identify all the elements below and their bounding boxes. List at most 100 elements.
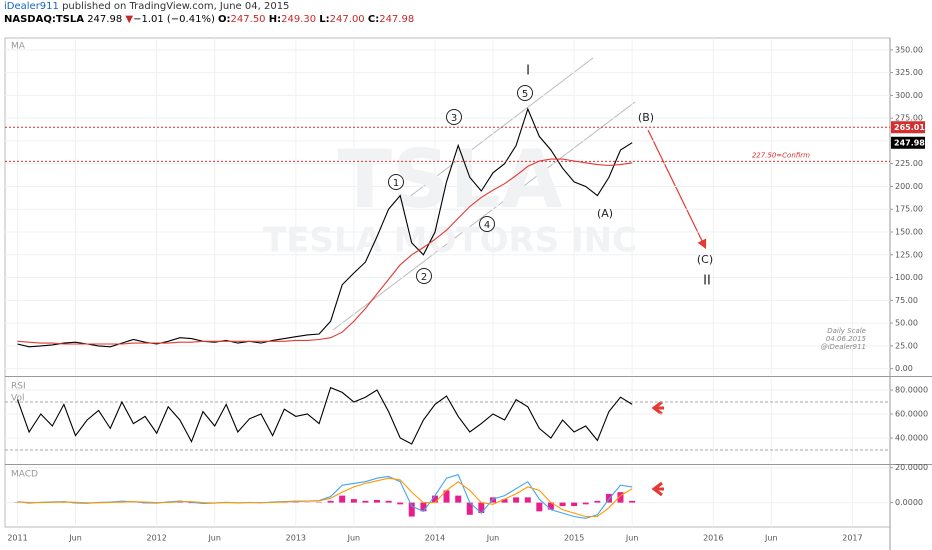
last-price-box xyxy=(891,136,925,149)
x-tick-label: 2014 xyxy=(425,534,445,543)
x-tick-label: 2013 xyxy=(286,534,306,543)
histogram-bar xyxy=(455,495,462,503)
y-tick-label: 225.00 xyxy=(895,159,923,168)
x-tick-label: 2012 xyxy=(146,534,166,543)
price-box xyxy=(891,121,925,134)
close: 247.98 xyxy=(379,14,415,25)
histogram-bar xyxy=(466,502,473,515)
last: 247.98 xyxy=(87,14,123,25)
wave-label: 1 xyxy=(393,178,399,189)
macd-arrow xyxy=(651,481,664,497)
histogram-bar xyxy=(339,495,346,503)
x-tick-label: 2011 xyxy=(7,534,27,543)
y-tick-label: 40.0000 xyxy=(895,434,928,443)
high: 249.30 xyxy=(281,14,317,25)
histogram-bar xyxy=(501,499,508,503)
y-tick-label: 300.00 xyxy=(895,91,923,100)
series-line xyxy=(17,474,633,519)
forecast-arrow xyxy=(647,129,707,250)
price-box-label: 265.01 xyxy=(894,123,925,132)
wave-label: II xyxy=(703,274,711,289)
change-arrow: ▼ xyxy=(125,14,134,25)
series-line xyxy=(17,158,633,345)
y-tick-label: 325.00 xyxy=(895,68,923,77)
histogram-bar xyxy=(362,500,369,503)
y-tick-label: 50.00 xyxy=(895,319,918,328)
histogram-bar xyxy=(629,500,636,503)
panel-label: RSI xyxy=(11,382,26,392)
wave-label: (B) xyxy=(638,111,654,124)
wave-label: 3 xyxy=(451,113,457,124)
histogram-bar xyxy=(547,502,554,510)
x-tick-label: Jun xyxy=(347,534,361,543)
histogram-bar xyxy=(397,502,404,505)
author: iDealer911 xyxy=(4,1,59,12)
y-tick-label: 175.00 xyxy=(895,205,923,214)
wave-circle xyxy=(388,174,404,190)
y-tick-label: 25.00 xyxy=(895,341,918,350)
series-line xyxy=(17,477,633,518)
y-tick-label: 200.00 xyxy=(895,182,923,191)
open: 247.50 xyxy=(230,14,266,25)
y-tick-label: 150.00 xyxy=(895,228,923,237)
y-tick-label: 80.0000 xyxy=(895,386,928,395)
quote-line: NASDAQ:TSLA 247.98 ▼−1.01 (−0.41%) O:247… xyxy=(4,13,414,26)
y-tick-label: 100.00 xyxy=(895,273,923,282)
y-tick-label: 0.00 xyxy=(895,364,913,373)
wave-label: I xyxy=(526,64,530,79)
histogram-bar xyxy=(536,502,543,512)
histogram-bar xyxy=(559,502,566,507)
h-label: H: xyxy=(268,14,282,25)
channel-line xyxy=(399,57,594,205)
level-label: 227.50=Confirm xyxy=(752,151,810,159)
x-tick-label: 2017 xyxy=(842,534,862,543)
histogram-bar xyxy=(327,500,334,503)
histogram-bar xyxy=(408,502,415,517)
histogram-bar xyxy=(524,497,531,503)
y-tick-label: 275.00 xyxy=(895,114,923,123)
rsi-arrow xyxy=(651,400,664,416)
x-tick-label: 2016 xyxy=(703,534,723,543)
histogram-bar xyxy=(513,497,520,503)
panel-label: MACD xyxy=(11,470,38,480)
last-price-label: 247.98 xyxy=(894,138,925,147)
wave-circle xyxy=(416,268,432,284)
histogram-bar xyxy=(443,490,450,503)
wave-label: (C) xyxy=(697,253,713,266)
publish-line: iDealer911 published on TradingView.com,… xyxy=(4,0,414,13)
histogram-bar xyxy=(350,499,357,503)
wave-label: 2 xyxy=(421,272,427,283)
scale-note: @iDealer911 xyxy=(821,343,866,351)
header: iDealer911 published on TradingView.com,… xyxy=(4,0,414,26)
histogram-bar xyxy=(385,500,392,503)
o-label: O: xyxy=(218,14,231,25)
y-tick-label: 75.00 xyxy=(895,296,918,305)
wave-label: 5 xyxy=(522,89,528,100)
x-tick-label: Jun xyxy=(764,534,778,543)
x-tick-label: 2015 xyxy=(564,534,584,543)
histogram-bar xyxy=(617,492,624,503)
y-tick-label: 60.0000 xyxy=(895,410,928,419)
wave-label: 4 xyxy=(484,220,490,231)
y-tick-label: 350.00 xyxy=(895,45,923,54)
symbol: NASDAQ:TSLA xyxy=(4,14,84,25)
publish-info: published on TradingView.com, June 04, 2… xyxy=(62,1,290,12)
low: 247.00 xyxy=(329,14,365,25)
x-tick-label: Jun xyxy=(207,534,221,543)
histogram-bar xyxy=(188,502,195,504)
histogram-bar xyxy=(478,502,485,514)
histogram-bar xyxy=(373,499,380,503)
change: −1.01 (−0.41%) xyxy=(133,14,215,25)
histogram-bar xyxy=(176,501,183,503)
l-label: L: xyxy=(319,14,330,25)
x-tick-label: Jun xyxy=(486,534,500,543)
histogram-bar xyxy=(420,502,427,512)
scale-note: Daily Scale xyxy=(827,327,866,335)
series-line xyxy=(16,386,633,445)
x-tick-label: Jun xyxy=(68,534,82,543)
wave-label: (A) xyxy=(597,207,613,220)
plot-frame xyxy=(4,37,891,528)
y-tick-label: 125.00 xyxy=(895,250,923,259)
